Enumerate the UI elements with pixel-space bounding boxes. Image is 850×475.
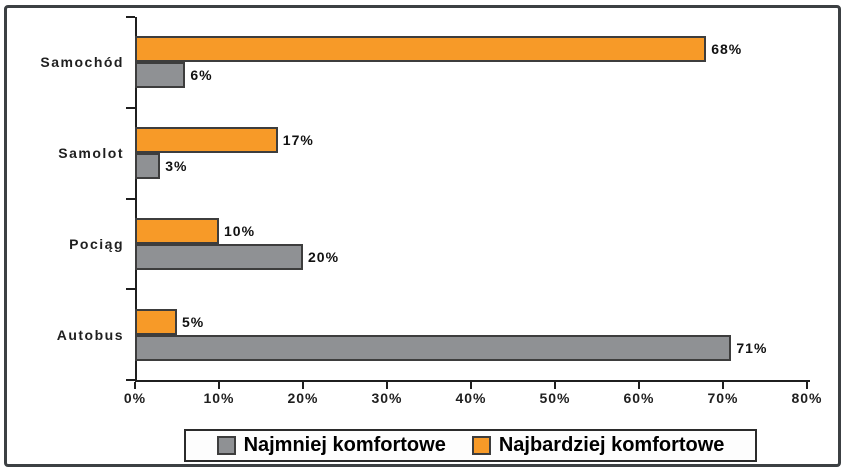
x-axis-tick <box>722 382 724 389</box>
x-axis-tick-label: 30% <box>371 390 403 406</box>
bar-least-comfortable <box>135 153 161 180</box>
x-axis-tick-label: 80% <box>791 390 823 406</box>
bar-value-label: 5% <box>182 313 205 330</box>
y-axis-tick <box>126 106 135 109</box>
legend-swatch-orange-icon <box>471 436 491 455</box>
legend-item-most-comfortable: Najbardziej komfortowe <box>471 434 725 457</box>
x-axis-tick <box>134 382 136 389</box>
legend-item-least-comfortable: Najmniej komfortowe <box>216 434 446 457</box>
x-axis-tick-label: 70% <box>707 390 739 406</box>
bar-least-comfortable <box>135 243 303 270</box>
bar-most-comfortable <box>135 308 177 335</box>
y-axis-tick <box>126 288 135 291</box>
category-label: Autobus <box>56 326 124 343</box>
y-axis-tick <box>126 197 135 200</box>
category-label: Samochód <box>40 54 124 71</box>
y-axis-tick <box>126 16 135 18</box>
x-axis-tick-label: 60% <box>623 390 655 406</box>
x-axis-line <box>135 380 810 382</box>
category-label: Pociąg <box>69 235 124 252</box>
bar-value-label: 68% <box>711 41 743 58</box>
x-axis-tick-label: 40% <box>455 390 487 406</box>
x-axis-tick <box>806 382 808 389</box>
bar-value-label: 10% <box>224 222 256 239</box>
x-axis-tick <box>554 382 556 389</box>
y-axis-line <box>135 17 137 382</box>
x-axis-tick-label: 20% <box>287 390 319 406</box>
category-label: Samolot <box>58 145 124 162</box>
x-axis-tick <box>470 382 472 389</box>
x-axis-tick-label: 10% <box>203 390 235 406</box>
bar-most-comfortable <box>135 36 707 63</box>
y-axis-tick <box>126 379 135 381</box>
bar-most-comfortable <box>135 127 278 154</box>
legend-label-least-comfortable: Najmniej komfortowe <box>243 434 446 456</box>
x-axis-tick <box>302 382 304 389</box>
legend-label-most-comfortable: Najbardziej komfortowe <box>498 434 725 456</box>
bar-least-comfortable <box>135 62 186 89</box>
bar-value-label: 17% <box>282 132 314 149</box>
bar-value-label: 20% <box>308 248 340 265</box>
x-axis-tick <box>638 382 640 389</box>
x-axis-tick <box>386 382 388 389</box>
bar-value-label: 6% <box>190 67 213 84</box>
bar-value-label: 71% <box>736 339 768 356</box>
bar-least-comfortable <box>135 334 732 361</box>
x-axis-tick-label: 0% <box>123 390 147 406</box>
x-axis-tick <box>218 382 220 389</box>
legend-swatch-gray-icon <box>216 436 236 455</box>
bar-value-label: 3% <box>165 158 188 175</box>
x-axis-tick-label: 50% <box>539 390 571 406</box>
bar-most-comfortable <box>135 217 219 244</box>
chart-legend: Najmniej komfortowe Najbardziej komforto… <box>184 429 757 462</box>
